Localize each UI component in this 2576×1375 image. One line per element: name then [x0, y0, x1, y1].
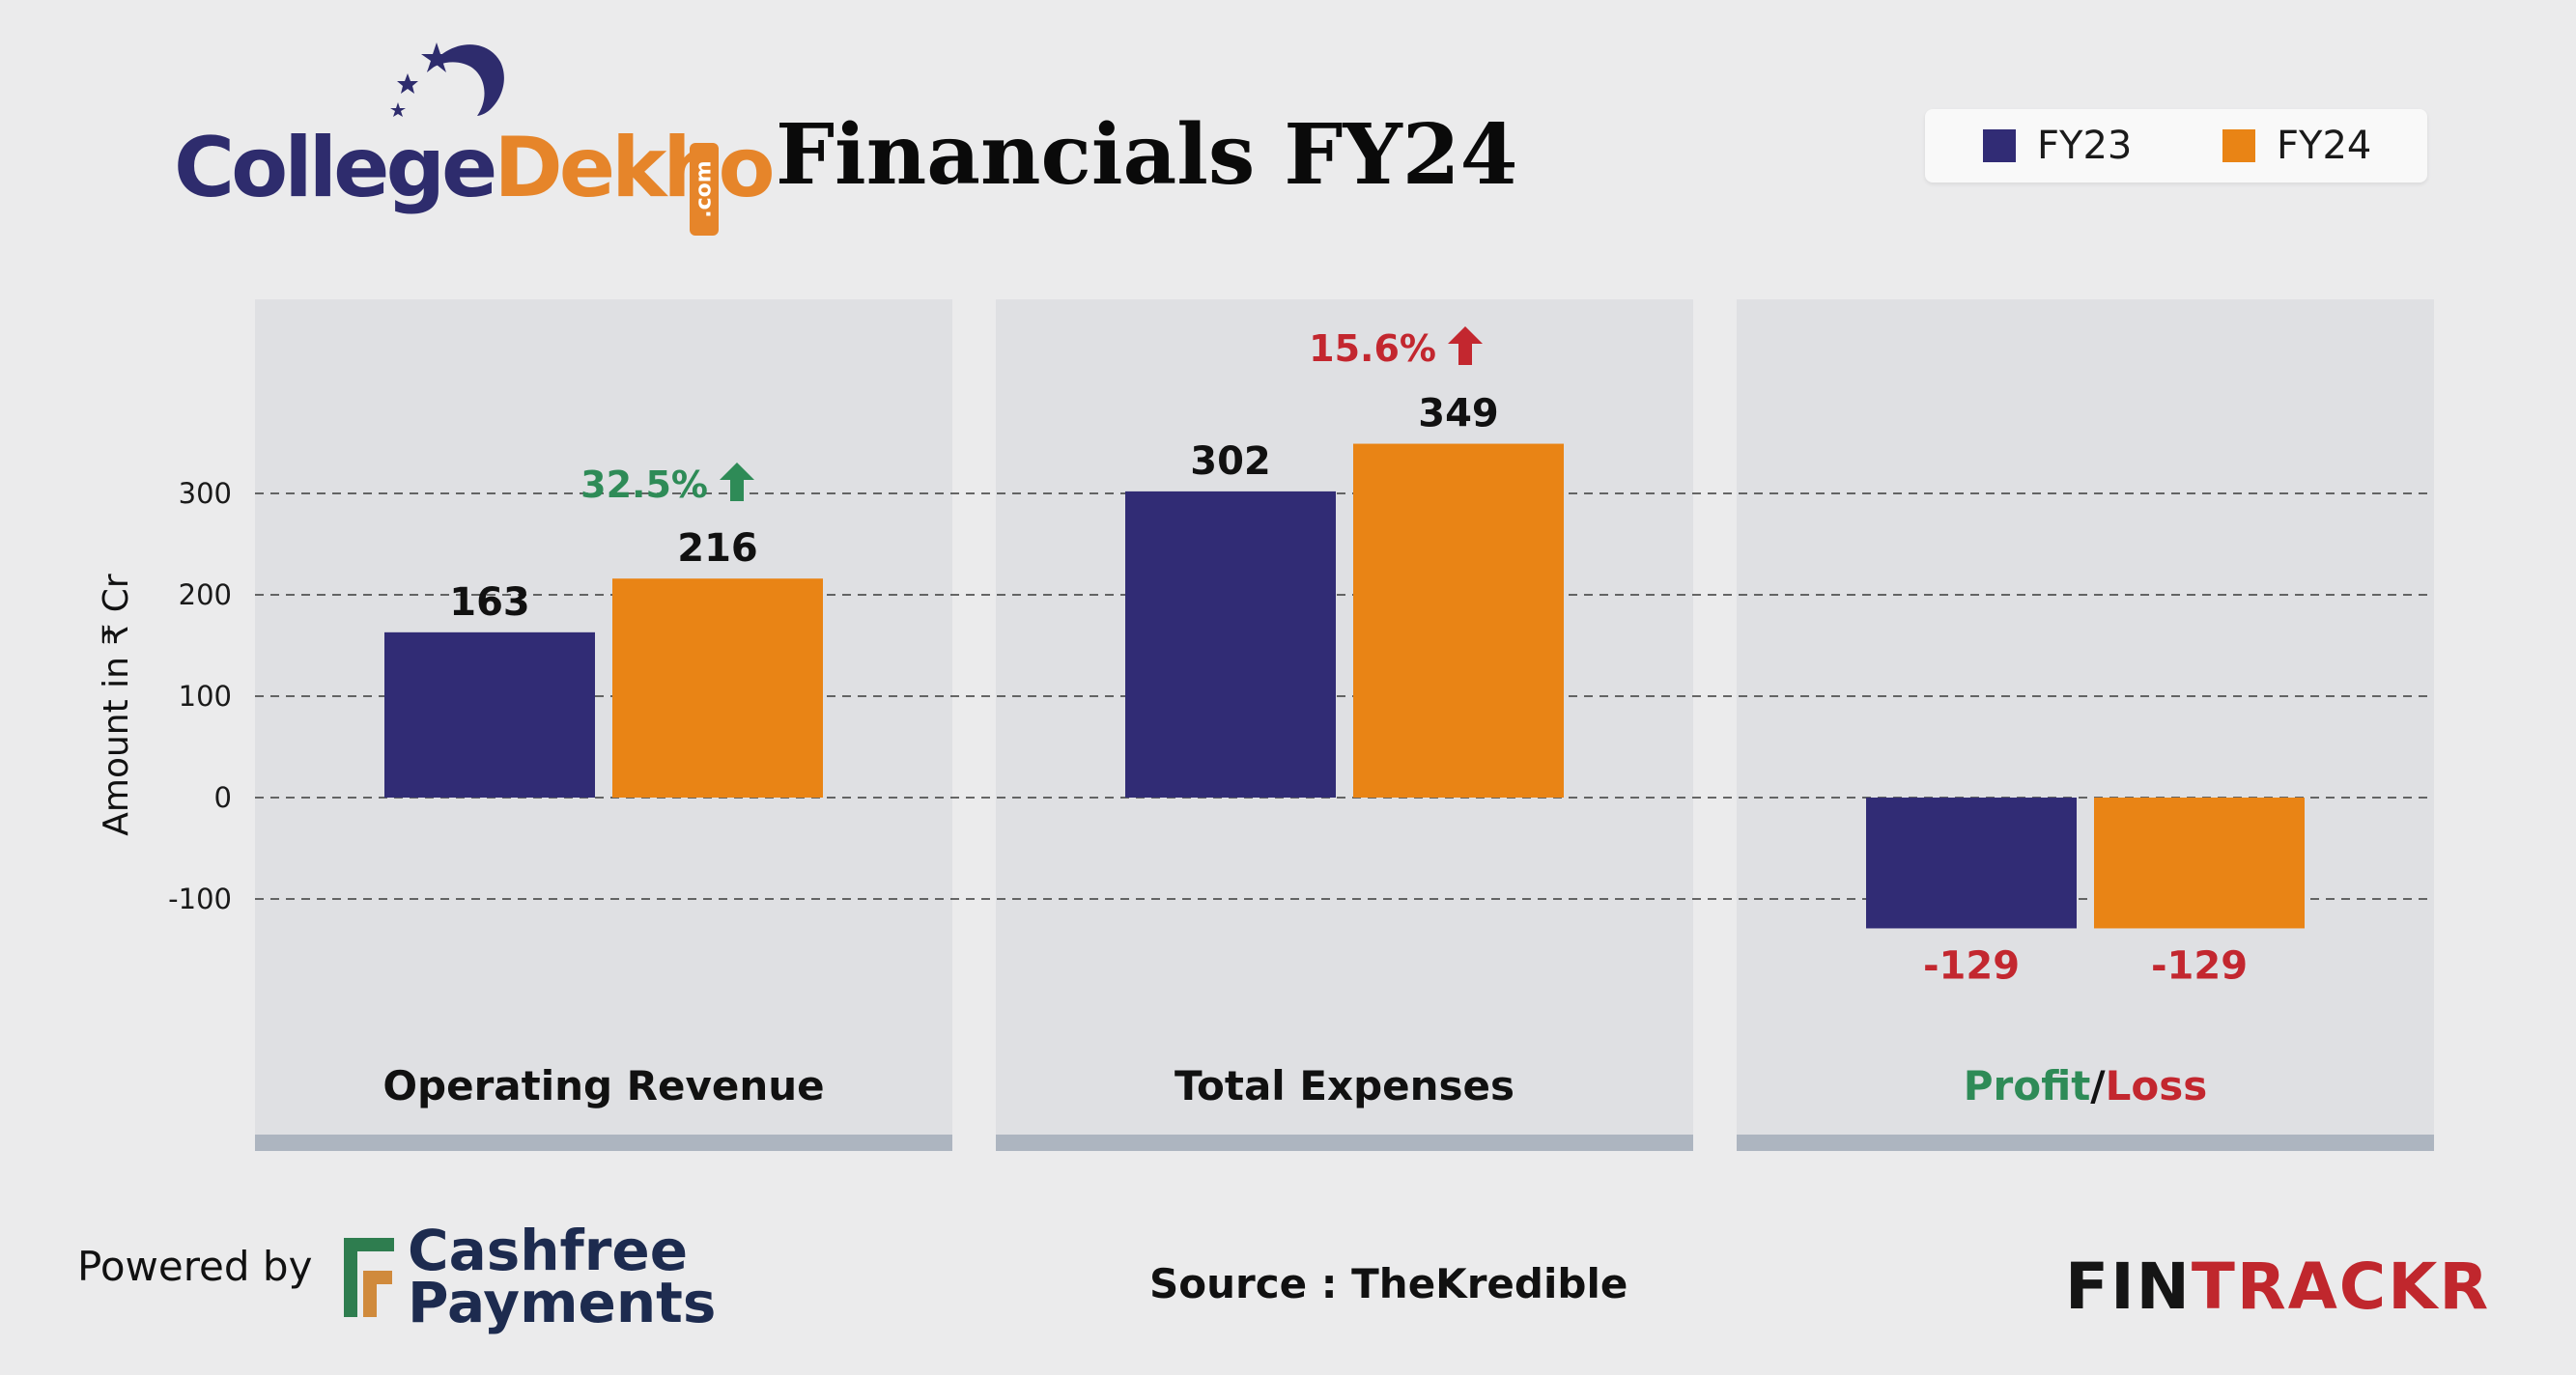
fintrackr-logo: FINTRACKR: [2065, 1255, 2490, 1319]
source-text: Source : TheKredible: [1149, 1260, 1628, 1307]
legend-item-fy24: FY24: [2222, 109, 2371, 182]
fintrackr-logo-part2: TRACKR: [2191, 1249, 2491, 1324]
cashfree-line2: Payments: [408, 1270, 717, 1335]
legend-swatch-fy23: [1983, 129, 2016, 162]
growth-label: 15.6%: [1309, 327, 1436, 370]
cashfree-payments-logo: Cashfree Payments: [338, 1218, 724, 1331]
panel-base-2: [1737, 1135, 2434, 1151]
y-tick-label: 300: [179, 477, 232, 510]
category-label: Profit/Loss: [1964, 1062, 2208, 1109]
fintrackr-logo-part1: FIN: [2065, 1249, 2192, 1324]
bar-fy23: [384, 631, 595, 798]
arrow-up-icon: [1448, 326, 1483, 365]
category-label-part: /: [2090, 1062, 2106, 1109]
bar-fy23: [1866, 798, 2077, 929]
category-label-part: Loss: [2106, 1062, 2208, 1109]
legend-swatch-fy24: [2222, 129, 2255, 162]
panel-base-0: [255, 1135, 952, 1151]
logo-wordmark: CollegeDekho: [174, 126, 776, 210]
logo-wordmark-part2: Dekho: [494, 120, 775, 216]
legend-label-fy23: FY23: [2037, 124, 2133, 168]
legend: FY23 FY24: [1925, 109, 2427, 182]
y-axis-label: Amount in ₹ Cr: [97, 574, 136, 836]
category-label-part: Profit: [1964, 1062, 2091, 1109]
y-tick-label: 100: [179, 680, 232, 713]
panel-base-1: [996, 1135, 1693, 1151]
chart-title: Financials FY24: [776, 106, 1518, 204]
logo-wordmark-part1: College: [174, 120, 497, 216]
data-label: 216: [677, 526, 758, 571]
arrow-up-icon: [720, 463, 754, 501]
data-label: 163: [449, 580, 530, 625]
data-label: 349: [1418, 392, 1499, 436]
y-tick-label: 200: [179, 578, 232, 611]
panel-0: [255, 299, 952, 1135]
bar-fy24: [1353, 443, 1564, 798]
powered-by-label: Powered by: [77, 1243, 313, 1290]
logo-dotcom-tag: .com: [690, 143, 719, 236]
growth-label: 32.5%: [580, 463, 708, 506]
category-label: Operating Revenue: [382, 1062, 824, 1109]
panel-1: [996, 299, 1693, 1135]
legend-item-fy23: FY23: [1983, 109, 2132, 182]
cashfree-mark-icon: [344, 1238, 394, 1317]
data-label: 302: [1190, 439, 1271, 484]
category-label: Total Expenses: [1175, 1062, 1514, 1109]
data-label: -129: [2151, 943, 2248, 988]
bar-fy24: [2094, 798, 2305, 929]
stars-cap-icon: [390, 42, 504, 117]
cashfree-line1: Cashfree: [408, 1218, 689, 1283]
y-tick-label: -100: [168, 883, 232, 915]
collegedekho-logo: CollegeDekho .com: [174, 35, 776, 236]
data-label: -129: [1923, 943, 2020, 988]
bar-fy23: [1125, 491, 1336, 798]
panel-2: [1737, 299, 2434, 1135]
bar-fy24: [612, 578, 823, 798]
legend-label-fy24: FY24: [2277, 124, 2372, 168]
y-tick-label: 0: [214, 781, 232, 814]
